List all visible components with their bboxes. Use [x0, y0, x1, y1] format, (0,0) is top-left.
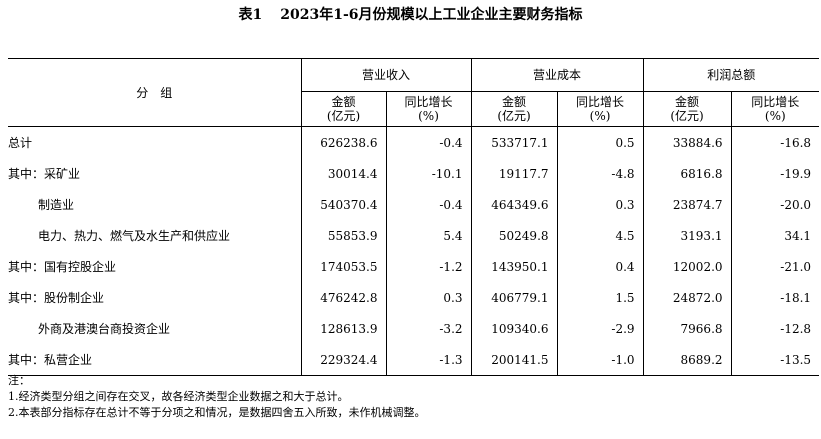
cell-cost-growth: 0.5	[556, 126, 644, 158]
subheader-growth: 同比增长 (%)	[385, 91, 472, 127]
section-header-cost: 营业成本	[470, 58, 644, 92]
cell-revenue-growth: 0.3	[385, 282, 472, 313]
row-label: 其中：股份制企业	[8, 291, 105, 305]
cell-profit-amount: 6816.8	[642, 158, 732, 189]
cell-revenue-amount: 55853.9	[300, 220, 386, 251]
table-number: 表1	[238, 7, 263, 23]
cell-profit-amount: 33884.6	[642, 126, 732, 158]
table-body: 总计 626238.6 -0.4 533717.1 0.5 33884.6 -16.8 其中：…	[8, 126, 820, 376]
subheader-amount: 金额 (亿元)	[642, 91, 732, 127]
cell-profit-growth: -13.5	[730, 344, 820, 376]
row-label: 其中：国有控股企业	[8, 260, 117, 274]
cell-revenue-amount: 128613.9	[300, 313, 386, 344]
cell-profit-growth: -20.0	[730, 189, 820, 220]
cell-cost-amount: 109340.6	[470, 313, 558, 344]
subheader-growth: 同比增长 (%)	[556, 91, 644, 127]
subheader-growth: 同比增长 (%)	[730, 91, 820, 127]
cell-profit-amount: 12002.0	[642, 251, 732, 282]
cell-revenue-growth: -10.1	[385, 158, 472, 189]
cell-cost-growth: -1.0	[556, 344, 644, 376]
cell-profit-growth: -16.8	[730, 126, 820, 158]
subheader-amount: 金额 (亿元)	[300, 91, 386, 127]
table-row: 外商及港澳台商投资企业 128613.9 -3.2 109340.6 -2.9 7966.…	[8, 313, 820, 344]
header-row-subcolumns: 金额 (亿元) 同比增长 (%) 金额 (亿元) 同比增长 (%) 金额 (亿元) 同比增…	[8, 91, 820, 127]
cell-cost-amount: 200141.5	[470, 344, 558, 376]
cell-profit-amount: 8689.2	[642, 344, 732, 376]
cell-cost-growth: -2.9	[556, 313, 644, 344]
row-label: 外商及港澳台商投资企业	[38, 322, 171, 336]
table-title-text: 2023年1-6月份规模以上工业企业主要财务指标	[280, 7, 583, 23]
subheader-amount: 金额 (亿元)	[470, 91, 558, 127]
group-header: 分 组	[8, 58, 301, 127]
cell-profit-growth: -18.1	[730, 282, 820, 313]
cell-profit-amount: 24872.0	[642, 282, 732, 313]
table-row: 其中：采矿业 30014.4 -10.1 19117.7 -4.8 6816.8 -19.9	[8, 158, 820, 189]
header-row-sections: 分 组 营业收入 营业成本 利润总额	[8, 58, 820, 127]
table-title: 表1 2023年1-6月份规模以上工业企业主要财务指标	[0, 4, 821, 24]
cell-revenue-growth: -0.4	[385, 126, 472, 158]
section-header-revenue: 营业收入	[300, 58, 472, 92]
note-item: 1.经济类型分组之间存在交叉，故各经济类型企业数据之和大于总计。	[8, 390, 349, 403]
table-row: 其中：股份制企业 476242.8 0.3 406779.1 1.5 24872.0 -18…	[8, 282, 820, 313]
cell-cost-growth: 0.4	[556, 251, 644, 282]
row-label: 其中：采矿业	[8, 167, 81, 181]
cell-cost-growth: 0.3	[556, 189, 644, 220]
cell-revenue-growth: -1.3	[385, 344, 472, 376]
cell-revenue-amount: 540370.4	[300, 189, 386, 220]
cell-revenue-growth: 5.4	[385, 220, 472, 251]
financial-indicators-table: 分 组 营业收入 营业成本 利润总额 金额 (亿元) 同比增长 (%) 金额 (亿元)…	[8, 58, 820, 376]
cell-cost-amount: 143950.1	[470, 251, 558, 282]
cell-cost-amount: 464349.6	[470, 189, 558, 220]
cell-revenue-growth: -3.2	[385, 313, 472, 344]
note-item: 2.本表部分指标存在总计不等于分项之和情况，是数据四舍五入所致，未作机械调整。	[8, 406, 426, 419]
cell-revenue-amount: 229324.4	[300, 344, 386, 376]
cell-cost-amount: 19117.7	[470, 158, 558, 189]
row-label: 电力、热力、燃气及水生产和供应业	[38, 229, 231, 243]
cell-cost-growth: 4.5	[556, 220, 644, 251]
table-notes: 注： 1.经济类型分组之间存在交叉，故各经济类型企业数据之和大于总计。 2.本表…	[8, 373, 426, 421]
notes-heading: 注：	[8, 374, 30, 387]
cell-revenue-growth: -0.4	[385, 189, 472, 220]
cell-profit-growth: 34.1	[730, 220, 820, 251]
table-row: 其中：国有控股企业 174053.5 -1.2 143950.1 0.4 12002.0-…	[8, 251, 820, 282]
cell-profit-growth: -19.9	[730, 158, 820, 189]
cell-revenue-amount: 30014.4	[300, 158, 386, 189]
cell-cost-amount: 406779.1	[470, 282, 558, 313]
cell-profit-amount: 7966.8	[642, 313, 732, 344]
table-row: 总计 626238.6 -0.4 533717.1 0.5 33884.6 -16.8	[8, 126, 820, 158]
row-label: 总计	[8, 136, 33, 150]
table-row: 制造业 540370.4 -0.4 464349.6 0.3 23874.7 -20.0	[8, 189, 820, 220]
cell-cost-growth: 1.5	[556, 282, 644, 313]
row-label: 制造业	[38, 198, 75, 212]
cell-revenue-growth: -1.2	[385, 251, 472, 282]
row-label: 其中：私营企业	[8, 344, 301, 376]
cell-cost-amount: 50249.8	[470, 220, 558, 251]
section-header-profit: 利润总额	[642, 58, 820, 92]
cell-revenue-amount: 626238.6	[300, 126, 386, 158]
cell-revenue-amount: 174053.5	[300, 251, 386, 282]
cell-revenue-amount: 476242.8	[300, 282, 386, 313]
cell-cost-growth: -4.8	[556, 158, 644, 189]
cell-profit-amount: 3193.1	[642, 220, 732, 251]
cell-profit-growth: -21.0	[730, 251, 820, 282]
table-row: 电力、热力、燃气及水生产和供应业 55853.9 5.4 50249.8 4.5 3193…	[8, 220, 820, 251]
cell-profit-amount: 23874.7	[642, 189, 732, 220]
table-row: 其中：私营企业 229324.4 -1.3 200141.5 -1.0 8689.2 -13…	[8, 344, 820, 376]
cell-cost-amount: 533717.1	[470, 126, 558, 158]
cell-profit-growth: -12.8	[730, 313, 820, 344]
